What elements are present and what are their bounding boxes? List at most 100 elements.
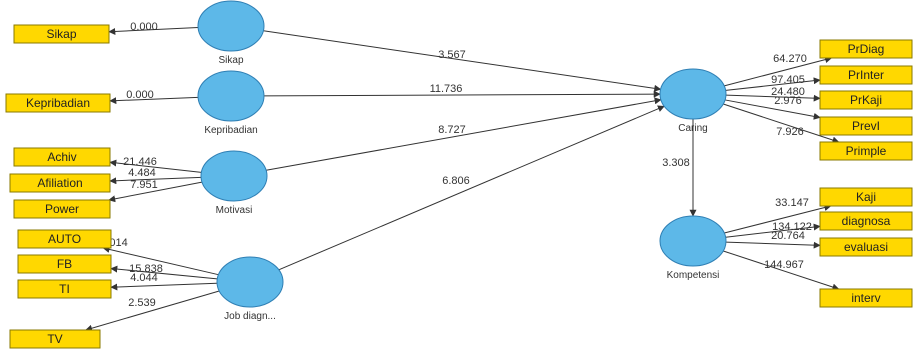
indicator-box xyxy=(17,229,112,249)
loading-value-evaluasi: 20.764 xyxy=(771,230,805,242)
loading-value-prkaji: 24.480 xyxy=(771,86,805,98)
loading-value-printer: 97.405 xyxy=(771,74,805,86)
indicator-label: PrInter xyxy=(848,68,884,82)
latent-label: Kepribadian xyxy=(204,125,257,136)
indicator-box xyxy=(17,279,112,299)
path-kepribadian_caring xyxy=(263,90,661,98)
path-coefficient-caring_kompetensi: 3.308 xyxy=(662,157,690,169)
latent-ellipse xyxy=(659,68,727,120)
indicator-label: Kaji xyxy=(856,190,876,204)
indicator-box xyxy=(819,116,913,136)
latent-kepribadian[interactable]: Kepribadian xyxy=(197,70,265,136)
indicator-box xyxy=(819,288,913,308)
latent-motivasi[interactable]: Motivasi xyxy=(200,150,268,216)
indicator-ti[interactable]: TI xyxy=(17,279,112,299)
loading-value-fb: 15.838 xyxy=(129,263,163,275)
loading-value-afiliation: 4.484 xyxy=(128,167,156,179)
indicator-label: Kepribadian xyxy=(26,96,90,110)
indicator-box xyxy=(5,93,111,113)
indicator-kepribadian_i[interactable]: Kepribadian xyxy=(5,93,111,113)
indicator-box xyxy=(819,211,913,231)
loading-value-primple: 7.926 xyxy=(776,126,804,138)
latent-sikap[interactable]: Sikap xyxy=(197,0,265,66)
indicator-box xyxy=(819,65,913,85)
indicator-interv[interactable]: interv xyxy=(819,288,913,308)
indicator-label: PrKaji xyxy=(850,93,882,107)
loading-value-power: 7.951 xyxy=(130,179,158,191)
indicator-label: Achiv xyxy=(47,150,76,164)
path-coefficient-jobdiag_caring: 6.806 xyxy=(442,175,470,187)
path-jobdiag_caring xyxy=(278,105,665,271)
indicator-box xyxy=(9,173,111,193)
indicator-previ[interactable]: PrevI xyxy=(819,116,913,136)
loading-achiv xyxy=(109,159,202,173)
indicator-label: diagnosa xyxy=(842,214,891,228)
latent-label: Caring xyxy=(678,123,707,134)
latent-label: Kompetensi xyxy=(667,270,720,281)
loading-kaji xyxy=(724,204,832,234)
latent-kompetensi[interactable]: Kompetensi xyxy=(659,215,727,281)
indicator-box xyxy=(819,237,913,257)
coefficient-labels-layer: 3.567 11.736 8.727 6.806 3.308 0.000 0.000 21.4… xyxy=(100,21,812,309)
indicator-label: Power xyxy=(45,202,79,216)
latent-ellipse xyxy=(197,70,265,122)
indicator-label: PrevI xyxy=(852,119,880,133)
indicator-fb[interactable]: FB xyxy=(17,254,112,274)
indicator-auto[interactable]: AUTO xyxy=(17,229,112,249)
loading-interv xyxy=(723,250,840,291)
indicator-box xyxy=(819,141,913,161)
path-coefficient-sikap_caring: 3.567 xyxy=(438,49,466,61)
latent-jobdiag[interactable]: Job diagn... xyxy=(216,256,284,322)
loading-value-sikap_i: 0.000 xyxy=(130,21,158,33)
indicator-box xyxy=(13,147,111,167)
indicator-kaji[interactable]: Kaji xyxy=(819,187,913,207)
loading-sikap_i xyxy=(108,27,199,35)
indicator-printer[interactable]: PrInter xyxy=(819,65,913,85)
indicator-sikap_i[interactable]: Sikap xyxy=(13,24,110,44)
loading-value-diagnosa: 134.122 xyxy=(772,221,812,233)
loading-power xyxy=(108,181,203,203)
loading-primple xyxy=(723,103,840,144)
path-motivasi_caring xyxy=(266,97,662,171)
indicator-label: evaluasi xyxy=(844,240,888,254)
indicator-power[interactable]: Power xyxy=(13,199,111,219)
indicator-label: TV xyxy=(47,332,62,346)
loading-diagnosa xyxy=(725,223,821,238)
loading-value-kepribadian_i: 0.000 xyxy=(126,89,154,101)
loading-evaluasi xyxy=(725,241,821,249)
loading-fb xyxy=(110,265,218,280)
path-coefficient-motivasi_caring: 8.727 xyxy=(438,124,466,136)
loading-printer xyxy=(725,77,821,91)
loading-value-ti: 4.044 xyxy=(130,272,158,284)
indicator-label: FB xyxy=(57,257,72,271)
indicator-prkaji[interactable]: PrKaji xyxy=(819,90,913,110)
indicator-box xyxy=(819,90,913,110)
latent-ellipse xyxy=(216,256,284,308)
latent-label: Sikap xyxy=(218,55,243,66)
indicator-label: interv xyxy=(851,291,880,305)
indicator-label: Sikap xyxy=(46,27,76,41)
latent-caring[interactable]: Caring xyxy=(659,68,727,134)
indicator-primple[interactable]: Primple xyxy=(819,141,913,161)
indicator-box xyxy=(819,187,913,207)
indicator-achiv[interactable]: Achiv xyxy=(13,147,111,167)
loading-value-interv: 144.967 xyxy=(764,259,804,271)
loading-kepribadian_i xyxy=(109,96,199,105)
latent-ellipse xyxy=(197,0,265,52)
indicator-label: AUTO xyxy=(48,232,81,246)
nodes-layer: Sikap Kepribadian Achiv Afiliation Power AUTO… xyxy=(5,0,913,349)
indicator-label: Primple xyxy=(846,144,887,158)
loading-previ xyxy=(724,99,821,120)
latent-label: Motivasi xyxy=(216,205,253,216)
edges-layer xyxy=(85,27,840,332)
indicator-evaluasi[interactable]: evaluasi xyxy=(819,237,913,257)
indicator-tv[interactable]: TV xyxy=(9,329,101,349)
indicator-label: Afiliation xyxy=(37,176,82,190)
indicator-diagnosa[interactable]: diagnosa xyxy=(819,211,913,231)
loading-afiliation xyxy=(109,176,202,185)
indicator-afiliation[interactable]: Afiliation xyxy=(9,173,111,193)
latent-label: Job diagn... xyxy=(224,311,276,322)
indicator-prdiag[interactable]: PrDiag xyxy=(819,39,913,59)
indicator-box xyxy=(17,254,112,274)
